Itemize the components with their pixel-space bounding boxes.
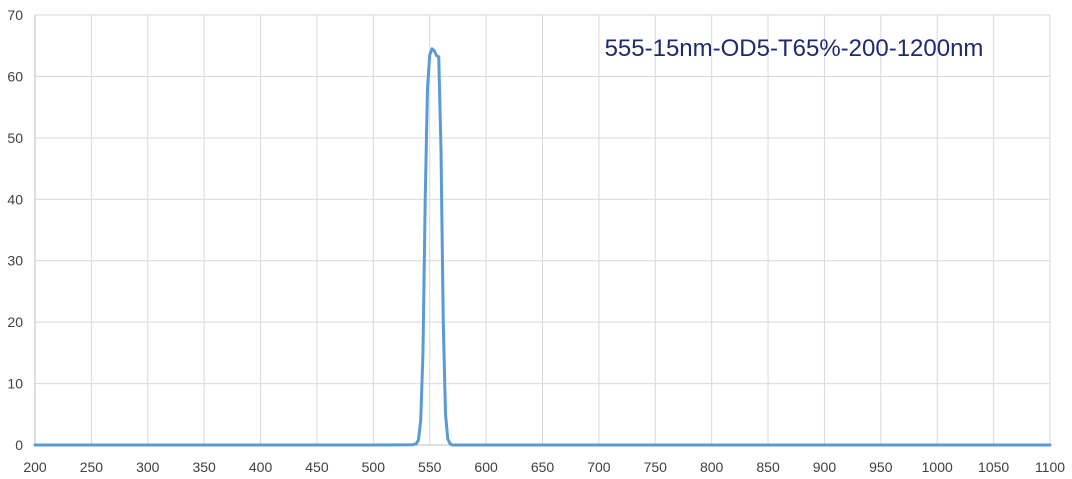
x-tick-label: 800	[700, 459, 724, 475]
y-tick-label: 70	[7, 7, 23, 23]
y-tick-label: 0	[15, 437, 23, 453]
series-group	[33, 47, 1052, 447]
x-tick-label: 250	[80, 459, 104, 475]
y-tick-label: 30	[7, 253, 23, 269]
x-tick-label: 200	[23, 459, 47, 475]
x-tick-label: 1050	[978, 459, 1009, 475]
tick-labels: 200 250 300 350 400 450 500 550 600 650 700 750 800 8…	[7, 7, 1065, 475]
x-tick-label: 1100	[1035, 459, 1065, 475]
x-tick-label: 1000	[922, 459, 953, 475]
x-tick-label: 850	[756, 459, 780, 475]
x-tick-label: 950	[869, 459, 893, 475]
y-tick-label: 60	[7, 68, 23, 84]
y-tick-label: 20	[7, 314, 23, 330]
x-tick-label: 400	[249, 459, 273, 475]
x-tick-label: 550	[418, 459, 442, 475]
x-tick-label: 700	[587, 459, 611, 475]
x-tick-label: 450	[305, 459, 329, 475]
chart-title: 555-15nm-OD5-T65%-200-1200nm	[605, 35, 984, 62]
y-tick-label: 50	[7, 130, 23, 146]
x-tick-label: 650	[531, 459, 555, 475]
x-tick-label: 300	[136, 459, 160, 475]
transmission-series-line	[33, 47, 1052, 447]
x-tick-label: 500	[362, 459, 386, 475]
grid-lines	[34, 14, 1051, 446]
y-tick-label: 10	[7, 376, 23, 392]
x-tick-label: 350	[192, 459, 216, 475]
x-tick-label: 600	[474, 459, 498, 475]
x-tick-label: 900	[813, 459, 837, 475]
y-tick-label: 40	[7, 191, 23, 207]
x-tick-label: 750	[644, 459, 668, 475]
